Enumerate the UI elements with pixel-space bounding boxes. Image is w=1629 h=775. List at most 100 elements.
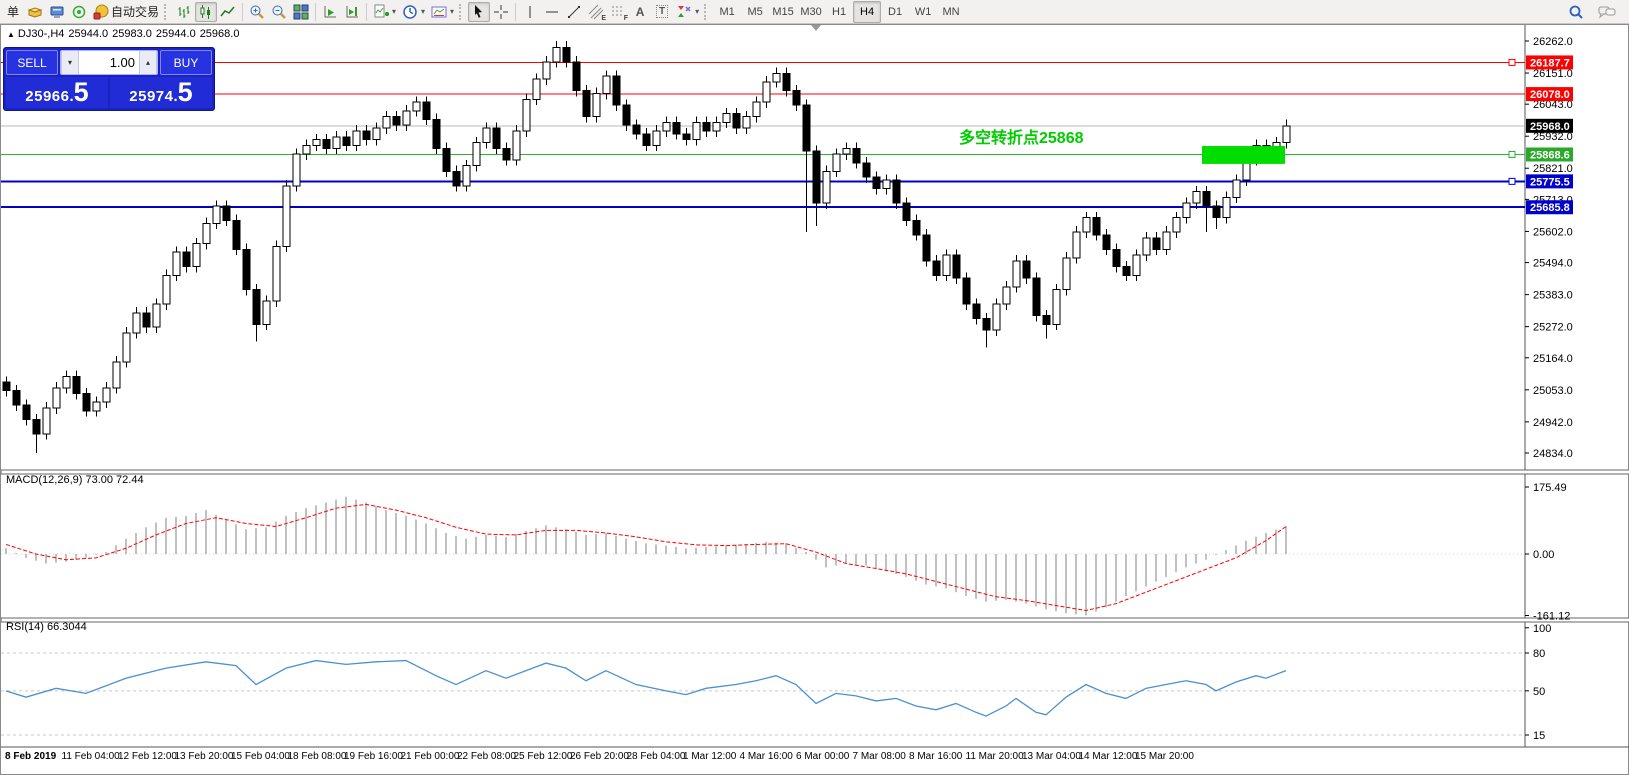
volume-decrease-button[interactable]: ▾ bbox=[61, 51, 79, 74]
bar-chart-button[interactable] bbox=[173, 2, 195, 22]
timeframe-m5-button[interactable]: M5 bbox=[747, 5, 763, 18]
timeframe-d1-button[interactable]: D1 bbox=[888, 5, 903, 18]
price-tag-bg bbox=[1526, 87, 1573, 102]
pane-divider[interactable] bbox=[1, 617, 1629, 623]
templates-icon bbox=[431, 6, 447, 17]
chart-window[interactable]: 26262.026151.026043.025932.025821.025713… bbox=[0, 24, 1629, 775]
terminal-button[interactable] bbox=[46, 2, 68, 22]
search-button[interactable] bbox=[1565, 2, 1587, 22]
rsi-tick-label: 100 bbox=[1533, 623, 1551, 635]
zoom-in-button[interactable] bbox=[246, 2, 268, 22]
periods-button[interactable]: ▾ bbox=[399, 2, 428, 22]
candle bbox=[392, 116, 401, 126]
candle bbox=[272, 245, 281, 302]
toolbar-separator bbox=[164, 3, 170, 20]
tile-windows-button[interactable] bbox=[290, 2, 312, 22]
auto-scroll-button[interactable] bbox=[319, 2, 341, 22]
volume-increase-button[interactable]: ▴ bbox=[139, 51, 157, 74]
chat-button[interactable] bbox=[1595, 2, 1619, 22]
fibonacci-button[interactable]: F bbox=[607, 2, 629, 22]
equidistant-channel-button[interactable]: E bbox=[585, 2, 607, 22]
autotrading-button[interactable]: 自动交易 bbox=[90, 2, 162, 22]
templates-button[interactable]: ▾ bbox=[428, 2, 457, 22]
horizontal-line-button[interactable] bbox=[541, 2, 563, 22]
timeframe-w1-button[interactable]: W1 bbox=[914, 5, 932, 18]
sell-price-button[interactable]: 25966. 5 bbox=[6, 77, 108, 108]
candle bbox=[942, 254, 951, 276]
price-tag-label: 25685.8 bbox=[1530, 202, 1570, 214]
time-axis-label: 15 Feb 04:00 bbox=[231, 751, 290, 762]
candle bbox=[432, 118, 441, 149]
line-selection-handle[interactable] bbox=[1508, 151, 1516, 159]
candle bbox=[1002, 286, 1011, 305]
candle bbox=[682, 133, 691, 141]
price-tag-bg bbox=[1526, 55, 1573, 70]
price-tag-bg bbox=[1526, 200, 1573, 215]
zoom-out-button[interactable] bbox=[268, 2, 290, 22]
signals-button[interactable] bbox=[68, 2, 90, 22]
fibonacci-icon bbox=[612, 6, 625, 15]
vertical-line-button[interactable] bbox=[519, 2, 541, 22]
cursor-button[interactable] bbox=[468, 1, 491, 22]
candle bbox=[452, 170, 461, 187]
timeframe-m1-button[interactable]: M1 bbox=[719, 5, 735, 18]
indicators-button[interactable]: ▾ bbox=[370, 2, 399, 22]
toolbar-separator bbox=[315, 2, 317, 21]
volume-input[interactable] bbox=[79, 51, 139, 74]
timeframe-mn-button[interactable]: MN bbox=[942, 5, 960, 18]
candle bbox=[1112, 248, 1121, 268]
arrows-button[interactable]: ▾ bbox=[673, 2, 702, 22]
chart-text-annotation[interactable]: 多空转折点25868 bbox=[959, 130, 1084, 147]
toolbar-separator bbox=[459, 3, 465, 20]
timeframe-m30-button[interactable]: M30 bbox=[800, 5, 822, 18]
scroll-position-marker[interactable] bbox=[811, 25, 821, 31]
candle bbox=[1132, 254, 1141, 276]
candle bbox=[542, 61, 551, 80]
crosshair-button[interactable] bbox=[490, 2, 512, 22]
time-axis-label: 8 Feb 2019 bbox=[5, 751, 57, 762]
price-tick-label: 26151.0 bbox=[1533, 68, 1573, 80]
timeframe-h4-button[interactable]: H4 bbox=[853, 0, 882, 23]
candle bbox=[1092, 217, 1101, 236]
time-axis-label: 13 Mar 04:00 bbox=[1022, 751, 1081, 762]
text-label-button[interactable]: T bbox=[651, 2, 673, 22]
macd-pane: 175.49 0.00 -161.12 bbox=[1, 482, 1570, 623]
search-icon bbox=[1569, 5, 1583, 19]
timeframe-h1-button[interactable]: H1 bbox=[832, 5, 847, 18]
toolbar-separator bbox=[704, 3, 710, 20]
new-order-button[interactable]: 单 bbox=[2, 2, 24, 22]
candle bbox=[872, 176, 881, 190]
time-axis-label: 4 Mar 16:00 bbox=[739, 751, 793, 762]
candle bbox=[842, 147, 851, 155]
buy-button[interactable]: BUY bbox=[160, 50, 212, 75]
candle bbox=[212, 205, 221, 224]
time-axis-label: 26 Feb 20:00 bbox=[570, 751, 629, 762]
price-tick-label: 26043.0 bbox=[1533, 99, 1573, 111]
buy-price-button[interactable]: 25974. 5 bbox=[110, 77, 212, 108]
pane-divider[interactable] bbox=[1, 469, 1629, 475]
chart-canvas[interactable]: 26262.026151.026043.025932.025821.025713… bbox=[1, 25, 1629, 775]
candle bbox=[592, 93, 601, 118]
orders-book-button[interactable] bbox=[24, 2, 46, 22]
highlight-rectangle[interactable] bbox=[1202, 146, 1285, 164]
timeframe-m15-button[interactable]: M15 bbox=[772, 5, 794, 18]
line-chart-button[interactable] bbox=[217, 2, 239, 22]
time-axis[interactable]: 8 Feb 2019 11 Feb 04:00 12 Feb 12:00 13 Feb… bbox=[1, 749, 1521, 771]
toolbar-separator bbox=[242, 2, 244, 21]
trendline-button[interactable] bbox=[563, 2, 585, 22]
candle bbox=[832, 153, 841, 172]
candle bbox=[892, 179, 901, 204]
candle bbox=[482, 127, 491, 144]
orders-book-icon bbox=[27, 6, 43, 18]
line-selection-handle[interactable] bbox=[1508, 58, 1516, 66]
candle bbox=[582, 90, 591, 118]
candlestick-chart-button[interactable] bbox=[195, 1, 218, 22]
channel-letter: E bbox=[601, 14, 607, 22]
chart-frame bbox=[1, 25, 1629, 748]
sell-button[interactable]: SELL bbox=[6, 50, 58, 75]
line-selection-handle[interactable] bbox=[1508, 177, 1516, 185]
candle bbox=[172, 251, 181, 276]
chart-shift-button[interactable] bbox=[341, 2, 363, 22]
text-button[interactable]: A bbox=[629, 2, 651, 22]
